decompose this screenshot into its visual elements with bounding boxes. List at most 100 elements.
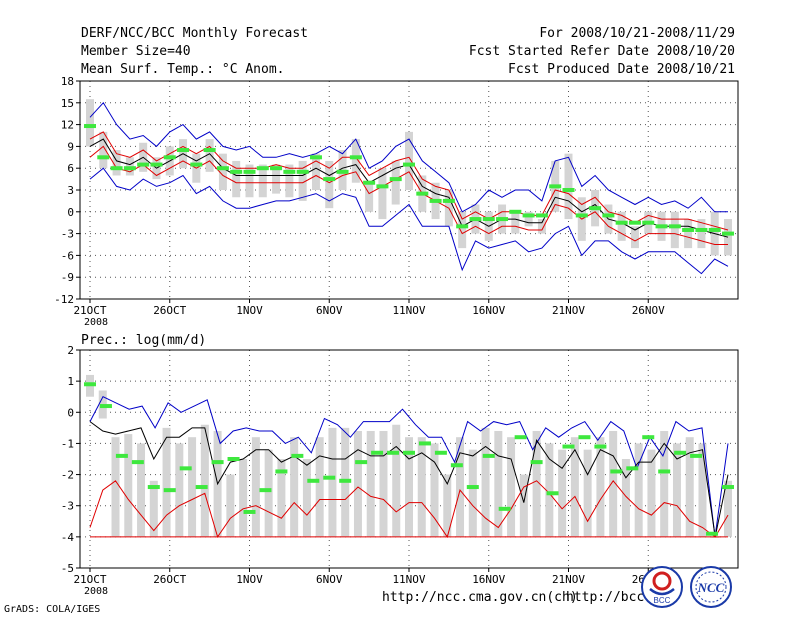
prec-spread-bar xyxy=(634,443,643,537)
prec-median-marker xyxy=(227,457,240,461)
temp-spread-bar xyxy=(378,168,387,220)
prec-y-tick-label: 1 xyxy=(67,375,74,388)
prec-year-label: 2008 xyxy=(84,586,108,597)
prec-spread-bar xyxy=(430,443,439,537)
prec-spread-bar xyxy=(200,424,209,537)
temp-y-tick-label: -9 xyxy=(61,271,74,284)
prec-spread-bar xyxy=(251,437,260,537)
forecast-period: For 2008/10/21-2008/11/29 xyxy=(539,26,735,41)
ncc-logo-text: NCC xyxy=(697,580,725,595)
prec-median-marker xyxy=(211,460,224,465)
prec-median-marker xyxy=(546,491,559,496)
prec-y-tick-label: -3 xyxy=(61,500,74,513)
temp-y-tick-label: 15 xyxy=(61,97,74,110)
temp-x-tick-label: 26NOV xyxy=(632,304,665,317)
prec-spread-bar xyxy=(583,449,592,537)
prec-spread-bar xyxy=(621,459,630,537)
ncc-url[interactable]: http://ncc.cma.gov.cn(ch) xyxy=(382,590,578,605)
prec-median-marker xyxy=(147,485,160,490)
prec-median-marker xyxy=(163,488,176,493)
prec-median-marker xyxy=(498,506,511,511)
prec-spread-bar xyxy=(124,434,133,537)
temp-median-marker xyxy=(549,184,562,189)
temp-x-tick-label: 11NOV xyxy=(392,304,425,317)
prec-spread-bar xyxy=(188,437,197,537)
temp-spread-bar xyxy=(285,164,294,198)
temp-spread-bar xyxy=(617,211,626,241)
temp-spread-bar xyxy=(325,160,334,209)
temp-spread-bar xyxy=(218,153,227,190)
prec-median-marker xyxy=(450,463,463,468)
temp-x-tick-label: 21NOV xyxy=(552,304,585,317)
prec-spread-bar xyxy=(570,437,579,537)
prec-spread-bar xyxy=(507,437,516,537)
prec-spread-bar xyxy=(558,449,567,537)
temp-spread-bar xyxy=(684,219,693,249)
prec-median-marker xyxy=(371,450,384,455)
prec-spread-bar xyxy=(519,474,528,537)
prec-median-marker xyxy=(275,469,288,474)
prec-spread-bar xyxy=(672,443,681,537)
prec-spread-bar xyxy=(609,430,618,537)
temp-spread-bar xyxy=(205,139,214,172)
temp-spread-bar xyxy=(458,211,467,249)
temp-y-tick-label: 6 xyxy=(67,162,74,175)
temp-median-marker xyxy=(628,220,641,225)
temp-y-tick-label: -3 xyxy=(61,228,74,241)
temp-spread-bar xyxy=(112,150,121,176)
prec-spread-bar xyxy=(175,443,184,537)
temp-median-marker xyxy=(203,148,216,153)
prec-median-marker xyxy=(115,453,128,458)
temp-median-marker xyxy=(615,220,628,225)
temp-median-marker xyxy=(642,220,655,225)
temp-median-marker xyxy=(429,198,442,203)
temp-median-marker xyxy=(389,177,402,182)
prec-plot-frame xyxy=(79,349,739,569)
temp-median-marker xyxy=(655,224,668,229)
temp-spread-bar xyxy=(272,164,281,194)
temp-median-marker xyxy=(682,227,695,232)
prec-median-marker xyxy=(578,435,591,440)
prec-median-marker xyxy=(323,475,336,480)
prec-median-marker xyxy=(530,460,543,465)
prec-y-tick-label: -1 xyxy=(61,437,74,450)
temp-spread-bar xyxy=(724,219,732,256)
temp-median-marker xyxy=(442,198,455,203)
prec-spread-bar xyxy=(264,449,273,537)
temp-median-marker xyxy=(309,155,322,160)
prec-median-marker xyxy=(626,466,639,471)
temp-spread-bar xyxy=(697,219,706,249)
temp-spread-bar xyxy=(99,131,108,169)
prec-spread-bar xyxy=(392,424,401,537)
temp-spread-bar xyxy=(537,219,546,234)
prec-series-max xyxy=(89,396,729,537)
temp-median-marker xyxy=(349,155,362,160)
prec-x-tick-label: 1NOV xyxy=(236,573,263,586)
temp-spread-bar xyxy=(670,211,679,249)
temp-x-tick-label: 6NOV xyxy=(316,304,343,317)
temp-median-marker xyxy=(84,124,96,129)
prec-x-tick-label: 16NOV xyxy=(472,573,505,586)
temp-spread-bar xyxy=(245,164,254,198)
temp-x-tick-label: 26OCT xyxy=(153,304,186,317)
temp-median-marker xyxy=(708,227,721,232)
prec-spread-bar xyxy=(647,449,656,537)
temp-median-marker xyxy=(668,224,681,229)
prec-spread-bar xyxy=(137,443,146,537)
temp-median-marker xyxy=(323,177,336,182)
temp-spread-bar xyxy=(391,160,400,205)
produced-date: Fcst Produced Date 2008/10/21 xyxy=(508,62,735,77)
ncc-logo: NCC xyxy=(690,566,732,608)
bcc-url[interactable]: http://bcc. xyxy=(566,590,653,605)
temp-median-marker xyxy=(256,166,269,171)
temp-series-min xyxy=(89,167,729,275)
prec-x-tick-label: 11NOV xyxy=(392,573,425,586)
temp-median-marker xyxy=(230,169,243,174)
prec-spread-bar xyxy=(162,427,171,537)
grads-credit: GrADS: COLA/IGES xyxy=(4,604,101,615)
temp-y-tick-label: 0 xyxy=(67,206,74,219)
prec-x-tick-label: 26OCT xyxy=(153,573,186,586)
temp-spread-bar xyxy=(524,211,533,227)
prec-spread-bar xyxy=(724,480,732,537)
prec-median-marker xyxy=(610,469,623,474)
